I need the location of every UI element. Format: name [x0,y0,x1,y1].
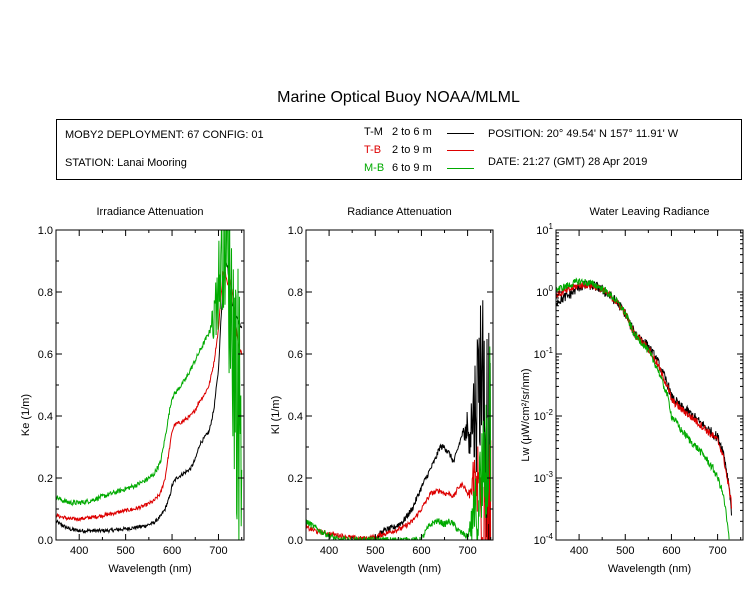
legend-code-mb: M-B [364,162,385,174]
y-tick-label: 0.0 [288,535,303,547]
chart-radiance-attenuation: Radiance Attenuation 400 500 600 700 0.0 0.2 0.… [270,206,494,575]
legend-code-tm: T-M [364,126,383,138]
x-tick-label: 500 [366,545,384,557]
x-tick-label: 600 [662,545,680,557]
plot-frame [55,229,245,541]
x-axis-label: Wavelength (nm) [608,563,691,575]
legend-range-mb: 6 to 9 m [392,162,432,174]
legend-swatch-tb [447,150,474,151]
page-title: Marine Optical Buoy NOAA/MLML [277,89,520,106]
series-line-m-b [556,277,730,540]
x-axis-label: Wavelength (nm) [108,563,191,575]
series-group [556,277,732,540]
y-axis-label: Lw (μW/cm²/sr/nm) [520,368,532,461]
y-tick-label: 1.0 [38,225,53,237]
legend-range-tm: 2 to 6 m [392,126,432,138]
y-tick-label: 10-3 [534,470,554,485]
y-tick-label: 10-2 [534,408,554,423]
chart-irradiance-attenuation: Irradiance Attenuation 400 500 600 700 0.0 0.2… [20,206,245,575]
deployment-info: MOBY2 DEPLOYMENT: 67 CONFIG: 01 [65,129,264,141]
y-tick-label: 1.0 [288,225,303,237]
info-box: MOBY2 DEPLOYMENT: 67 CONFIG: 01 STATION:… [56,119,742,180]
y-tick-label: 0.6 [288,349,303,361]
x-tick-label: 700 [708,545,726,557]
chart-title: Water Leaving Radiance [589,206,709,218]
y-tick-label: 10-4 [534,532,554,547]
station-info: STATION: Lanai Mooring [65,157,187,169]
position-info: POSITION: 20° 49.54' N 157° 11.91' W [488,128,679,140]
x-tick-label: 700 [209,545,227,557]
chart-water-leaving-radiance: Water Leaving Radiance 400 500 600 700 10-4 10… [520,206,744,575]
chart-title: Radiance Attenuation [347,206,452,218]
y-tick-label: 10-1 [534,346,554,361]
y-axis-label: Kl (1/m) [270,396,282,435]
x-tick-label: 600 [412,545,430,557]
y-tick-label: 0.4 [38,411,53,423]
x-tick-label: 500 [116,545,134,557]
x-tick-label: 600 [163,545,181,557]
series-group [306,300,492,540]
x-tick-label: 400 [70,545,88,557]
y-tick-label: 101 [536,222,553,237]
y-tick-label: 0.2 [38,473,53,485]
series-line-m-b [56,230,243,540]
y-tick-label: 0.2 [288,473,303,485]
y-tick-label: 0.6 [38,349,53,361]
y-tick-label: 0.0 [38,535,53,547]
date-info: DATE: 21:27 (GMT) 28 Apr 2019 [488,156,648,168]
series-line-t-m [556,279,732,516]
x-tick-label: 500 [616,545,634,557]
x-tick-label: 400 [570,545,588,557]
x-tick-label: 700 [458,545,476,557]
legend-swatch-tm [447,133,474,134]
series-group [56,230,243,540]
series-line-t-b [306,440,492,540]
y-tick-label: 0.8 [288,287,303,299]
plot-frame [305,229,494,541]
legend-code-tb: T-B [364,144,382,156]
y-tick-label: 0.4 [288,411,303,423]
series-line-t-b [56,270,243,523]
x-axis-label: Wavelength (nm) [358,563,441,575]
series-line-t-m [56,261,243,535]
series-line-t-b [556,281,732,509]
series-line-m-b [306,346,492,540]
legend-range-tb: 2 to 9 m [392,144,432,156]
series-line-t-m [375,300,492,540]
x-tick-label: 400 [320,545,338,557]
legend-swatch-mb [447,168,474,169]
plot-frame [555,229,744,541]
chart-title: Irradiance Attenuation [96,206,203,218]
y-tick-label: 0.8 [38,287,53,299]
y-axis-label: Ke (1/m) [20,394,32,436]
y-tick-label: 100 [536,284,553,299]
